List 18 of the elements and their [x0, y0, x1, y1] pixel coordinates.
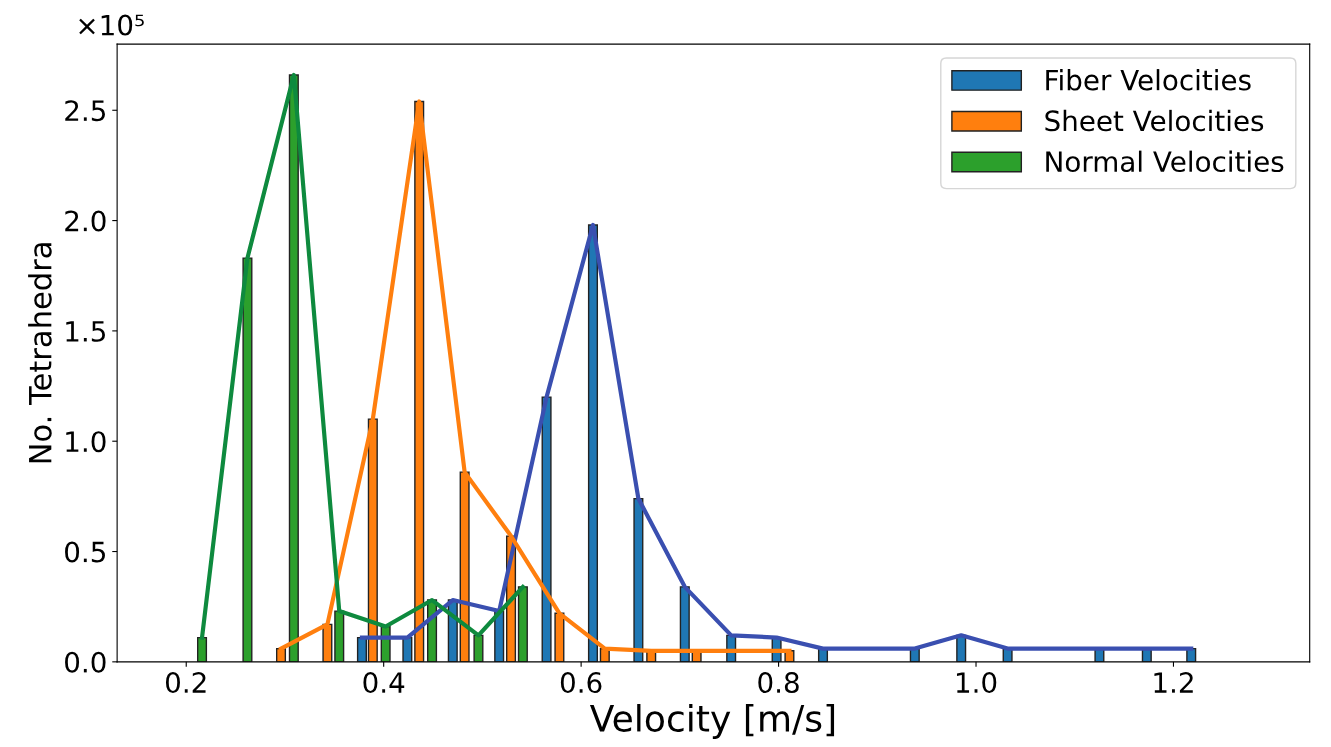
x-tick-label: 1.2: [1154, 672, 1193, 693]
y-tick-label: 2.5: [65, 100, 105, 122]
legend-label: Sheet Velocities: [1045, 109, 1264, 132]
legend-label: Normal Velocities: [1046, 150, 1284, 173]
x-axis-title: Velocity [m/s]: [589, 704, 835, 739]
y-tick-label: 2.0: [65, 210, 106, 232]
y-tick-label: 0.0: [65, 651, 106, 673]
text: ×10⁵: [79, 14, 144, 36]
y-tick-label: 0.5: [65, 541, 105, 563]
x-tick-label: 0.6: [560, 672, 602, 694]
y-tick-label: 1.5: [66, 321, 105, 342]
x-tick-label: 1.0: [956, 672, 997, 694]
x-tick-label: 0.2: [165, 672, 206, 694]
legend-label: Fiber Velocities: [1046, 69, 1251, 91]
x-tick-label: 0.8: [758, 672, 799, 694]
y-axis-title: No. Tetrahedra: [28, 243, 52, 463]
x-tick-label: 0.4: [363, 672, 405, 694]
y-tick-label: 1.0: [66, 431, 106, 453]
